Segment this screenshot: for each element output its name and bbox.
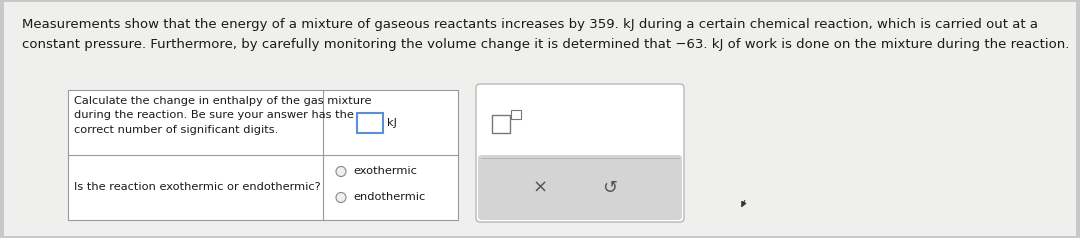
Text: ↺: ↺ (603, 179, 618, 197)
Text: Calculate the change in enthalpy of the gas mixture
during the reaction. Be sure: Calculate the change in enthalpy of the … (75, 96, 372, 135)
Text: endothermic: endothermic (353, 193, 426, 203)
Text: Measurements show that the energy of a mixture of gaseous reactants increases by: Measurements show that the energy of a m… (22, 18, 1038, 31)
Text: ×: × (532, 179, 548, 197)
FancyBboxPatch shape (356, 113, 382, 133)
Text: exothermic: exothermic (353, 167, 417, 177)
FancyBboxPatch shape (478, 155, 681, 220)
Text: kJ: kJ (388, 118, 397, 128)
FancyBboxPatch shape (4, 2, 1076, 236)
FancyBboxPatch shape (511, 110, 521, 119)
Circle shape (336, 167, 346, 177)
Circle shape (336, 193, 346, 203)
FancyBboxPatch shape (68, 90, 458, 220)
FancyBboxPatch shape (476, 84, 684, 222)
Text: constant pressure. Furthermore, by carefully monitoring the volume change it is : constant pressure. Furthermore, by caref… (22, 38, 1069, 51)
Text: Is the reaction exothermic or endothermic?: Is the reaction exothermic or endothermi… (75, 183, 321, 193)
FancyBboxPatch shape (492, 115, 510, 133)
